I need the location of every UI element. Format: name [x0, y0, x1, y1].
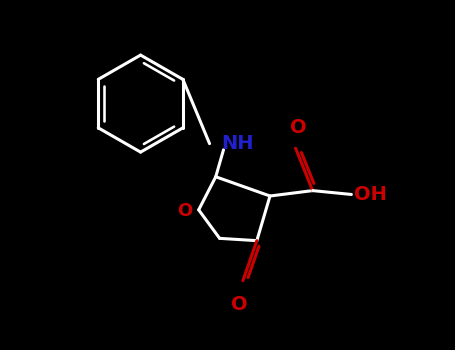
Text: O: O [177, 202, 192, 220]
Text: O: O [289, 119, 306, 138]
Text: OH: OH [354, 185, 387, 204]
Text: O: O [231, 295, 248, 314]
Text: NH: NH [221, 134, 254, 153]
